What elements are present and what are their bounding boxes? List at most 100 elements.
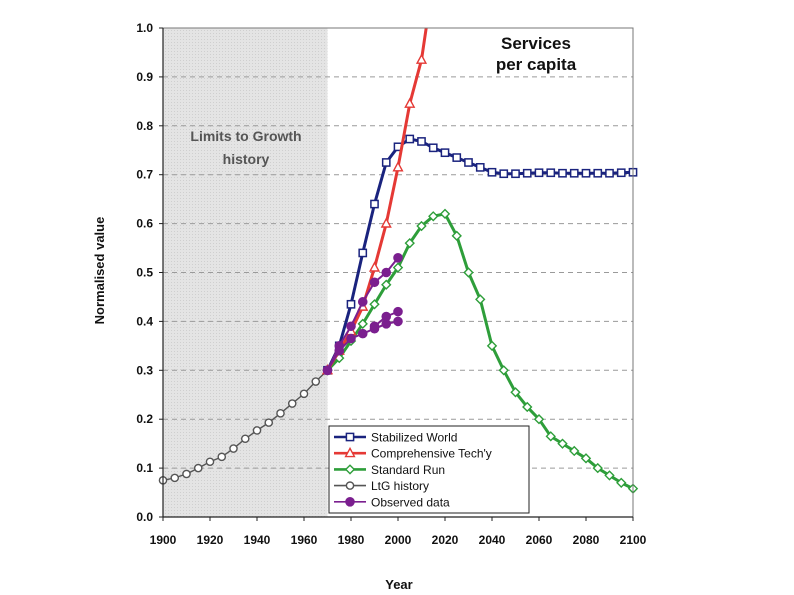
x-tick-label-0: 1900 (150, 533, 177, 547)
series-standard-point-12 (463, 267, 474, 278)
x-tick-label-3: 1960 (291, 533, 318, 547)
series-history-point-4 (205, 457, 215, 467)
series-standard-point-13 (475, 294, 486, 305)
series-stabilized-point-24 (605, 168, 614, 178)
series-comprehensive-line (326, 27, 428, 372)
series-stabilized-point-14 (487, 167, 497, 177)
legend-marker-3 (345, 481, 355, 490)
series-stabilized-point-3 (358, 248, 368, 258)
series-stabilized-point-11 (452, 153, 462, 162)
series-observed-0-point-5 (381, 267, 392, 278)
legend-label-4: Observed data (371, 495, 450, 509)
series-standard-point-17 (522, 401, 533, 413)
series-stabilized-point-8 (417, 137, 426, 146)
series-standard-point-10 (439, 208, 451, 220)
series-standard-point-24 (604, 470, 615, 481)
series-standard-point-15 (498, 365, 509, 376)
x-tick-label-8: 2060 (526, 533, 553, 547)
history-annotation-line-1: Limits to Growth (190, 128, 301, 144)
series-standard-point-3 (357, 318, 368, 330)
series-stabilized-point-21 (569, 168, 579, 178)
y-tick-label-8: 0.8 (136, 119, 153, 133)
legend-marker-2 (344, 464, 356, 475)
series-stabilized-point-25 (616, 168, 626, 178)
x-tick-label-4: 1980 (338, 533, 365, 547)
y-tick-label-0: 0.0 (136, 510, 153, 524)
legend-label-3: LtG history (371, 479, 429, 493)
series-observed-0-point-4 (369, 277, 380, 288)
series-history-point-11 (287, 399, 297, 408)
series-standard-point-21 (569, 445, 580, 457)
y-tick-label-6: 0.6 (136, 217, 153, 231)
series-observed-1-point-3 (357, 328, 368, 339)
series-history-point-9 (264, 418, 274, 427)
y-tick-label-4: 0.4 (136, 314, 153, 328)
series-observed-2-point-0 (369, 321, 380, 332)
series-standard-point-8 (416, 220, 427, 232)
x-tick-label-2: 1940 (244, 533, 271, 547)
series-stabilized-point-7 (405, 134, 415, 144)
series-stabilized-point-20 (558, 168, 567, 178)
series-stabilized-point-23 (593, 168, 603, 178)
series-standard-point-19 (545, 431, 556, 442)
series-history-point-12 (299, 389, 309, 399)
series-stabilized-point-4 (370, 199, 379, 209)
series-history-point-13 (311, 377, 321, 386)
y-tick-label-5: 0.5 (136, 266, 153, 280)
series-stabilized-point-9 (428, 143, 438, 153)
x-axis-title: Year (385, 577, 412, 592)
legend-entry-0: Stabilized World (334, 431, 457, 445)
series-standard-point-20 (557, 438, 568, 449)
series-standard-point-11 (451, 230, 462, 242)
series-history-point-1 (170, 473, 180, 483)
series-stabilized-point-16 (511, 169, 520, 179)
y-tick-label-3: 0.3 (136, 363, 153, 377)
series-stabilized-point-12 (464, 158, 473, 167)
series-history (158, 365, 332, 485)
x-tick-label-10: 2100 (620, 533, 647, 547)
series-standard-point-22 (580, 453, 592, 464)
legend-marker-1 (344, 446, 356, 458)
legend-entry-4: Observed data (334, 495, 450, 509)
series-history-point-6 (229, 444, 238, 453)
series-standard-point-6 (392, 262, 404, 273)
y-tick-label-1: 0.1 (136, 461, 153, 475)
series-comprehensive-point-7 (404, 97, 416, 108)
series-standard-point-14 (486, 340, 498, 352)
series-observed (322, 253, 403, 376)
series-history-point-5 (217, 452, 227, 462)
series-standard-point-7 (404, 237, 415, 249)
series-standard-point-18 (533, 414, 545, 425)
series-comprehensive-point-8 (415, 53, 428, 64)
chart-title-line-2: per capita (496, 55, 577, 74)
x-tick-label-1: 1920 (197, 533, 224, 547)
series-standard-point-4 (369, 299, 380, 310)
series-stabilized-point-5 (381, 158, 391, 167)
series-observed-1-point-6 (393, 316, 403, 327)
series-stabilized-point-13 (475, 163, 485, 172)
x-tick-label-5: 2000 (385, 533, 412, 547)
series-observed-0-point-3 (357, 297, 368, 307)
legend-entry-2: Standard Run (334, 463, 445, 477)
legend: Stabilized World Comprehensive Tech'y Stan… (328, 425, 530, 514)
series-stabilized-point-2 (346, 299, 356, 309)
series-stabilized-point-22 (581, 168, 591, 178)
series-stabilized-point-18 (534, 168, 544, 178)
series-stabilized-point-17 (522, 168, 532, 178)
chart-title-line-1: Services (501, 34, 571, 53)
y-tick-label-9: 0.9 (136, 70, 153, 84)
legend-label-2: Standard Run (371, 463, 445, 477)
series-observed-0-point-2 (346, 321, 356, 332)
series-observed-0-point-6 (393, 253, 403, 263)
y-axis-title: Normalised value (92, 217, 107, 325)
series-observed-1-point-2 (346, 333, 356, 344)
series-observed-2-point-1 (381, 311, 392, 322)
series-standard-point-23 (592, 462, 603, 474)
series-stabilized-point-10 (440, 148, 450, 158)
series-standard-point-9 (428, 211, 439, 222)
series-history-point-7 (240, 434, 250, 444)
series-stabilized-point-19 (546, 168, 556, 178)
legend-label-1: Comprehensive Tech'y (371, 447, 492, 461)
series-history-point-10 (276, 409, 285, 418)
